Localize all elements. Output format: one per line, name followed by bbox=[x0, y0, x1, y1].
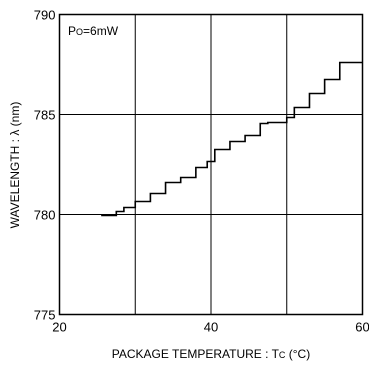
x-tick-label: 60 bbox=[355, 320, 369, 335]
y-tick-label: 780 bbox=[34, 208, 56, 223]
x-axis-label-rest: (°C) bbox=[285, 347, 310, 361]
series-line-0 bbox=[101, 61, 363, 217]
plot-frame bbox=[58, 13, 364, 316]
x-tick-label: 20 bbox=[52, 320, 66, 335]
y-axis-label: WAVELENGTH : λ (nm) bbox=[8, 102, 22, 229]
x-tick-labels: 20 40 60 bbox=[52, 320, 369, 335]
y-tick-label: 790 bbox=[34, 8, 56, 23]
y-tick-labels: 775 780 785 790 bbox=[34, 8, 56, 323]
x-axis-label: PACKAGE TEMPERATURE : TC (°C) bbox=[112, 347, 310, 361]
x-axis-label-subscript: C bbox=[279, 350, 286, 360]
grid-lines bbox=[59, 14, 363, 315]
x-axis-label-main: PACKAGE TEMPERATURE : T bbox=[112, 347, 280, 361]
data-series bbox=[101, 61, 363, 217]
annotation-subscript: O bbox=[76, 27, 83, 37]
annotation-main: P bbox=[68, 24, 76, 38]
annotation-rest: =6mW bbox=[83, 24, 119, 38]
y-tick-label: 775 bbox=[34, 308, 56, 323]
x-tick-label: 40 bbox=[204, 320, 218, 335]
y-tick-label: 785 bbox=[34, 108, 56, 123]
power-annotation: PO=6mW bbox=[68, 24, 119, 38]
